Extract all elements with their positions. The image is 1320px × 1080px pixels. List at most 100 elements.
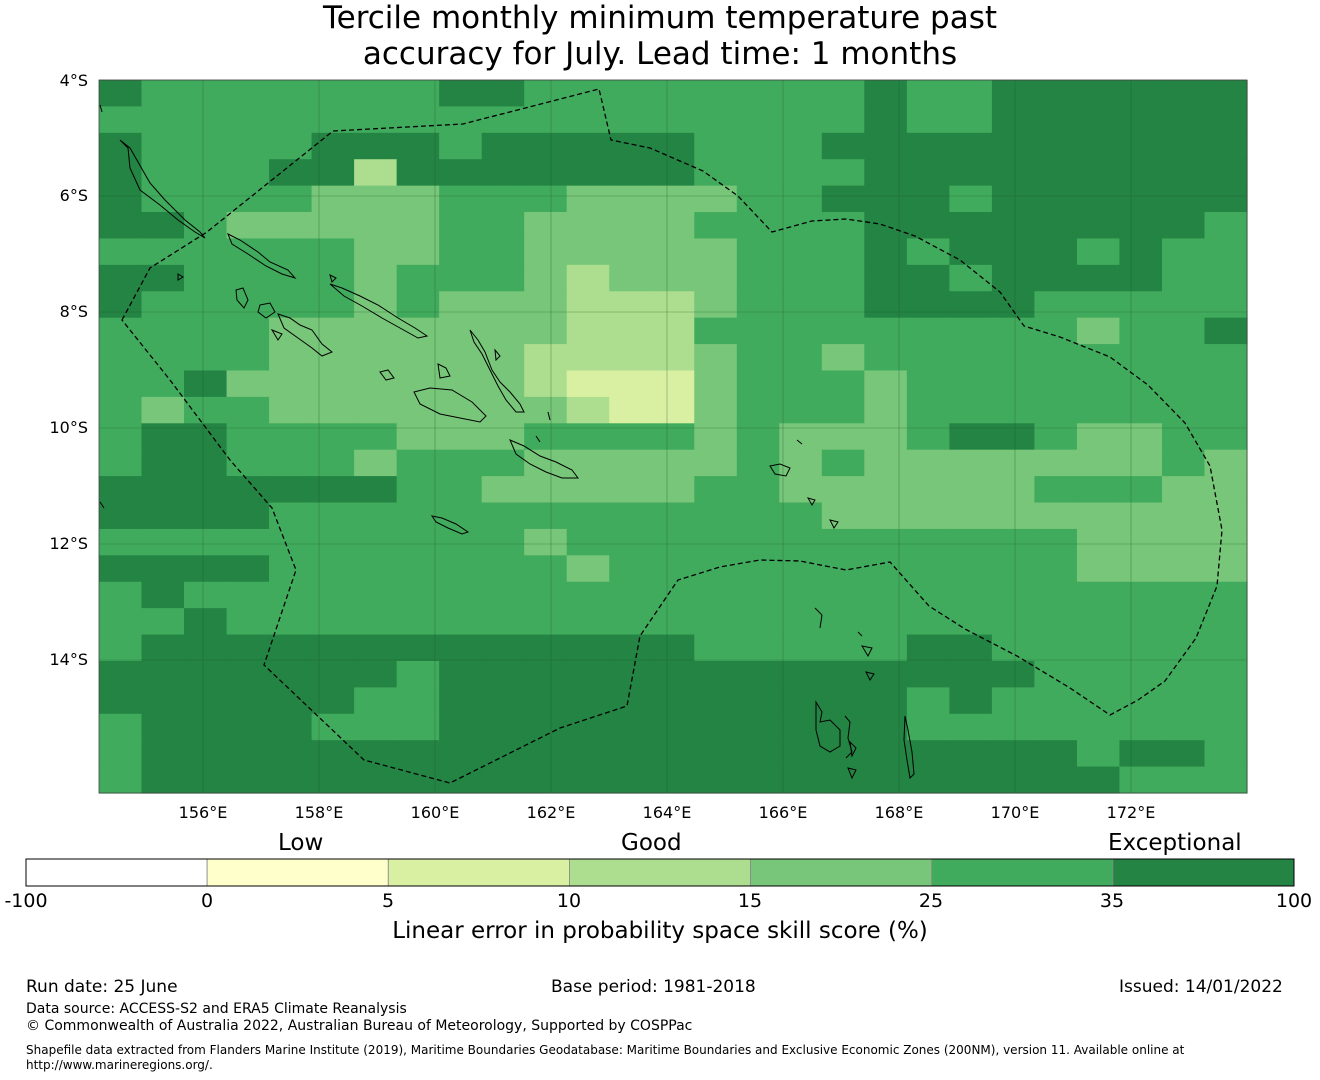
skill-cell: [1119, 264, 1163, 292]
colorbar-segment: [206, 858, 389, 887]
skill-cell: [1119, 344, 1163, 372]
skill-cell: [99, 396, 143, 424]
skill-cell: [609, 608, 653, 636]
skill-cell: [864, 80, 908, 108]
skill-cell: [609, 212, 653, 240]
skill-cell: [439, 264, 483, 292]
skill-cell: [1076, 106, 1121, 134]
lon-label-166e: 166°E: [758, 803, 808, 822]
skill-cell: [1034, 106, 1078, 134]
skill-cell: [99, 264, 143, 292]
skill-cell: [1034, 317, 1078, 345]
skill-cell: [141, 80, 185, 108]
map-title-line-1: Tercile monthly minimum temperature past: [322, 0, 998, 36]
skill-cell: [99, 344, 143, 372]
skill-cell: [1076, 581, 1121, 609]
skill-cell: [949, 423, 993, 451]
skill-cell: [184, 502, 228, 530]
skill-cell: [141, 713, 185, 741]
skill-cell: [141, 291, 185, 319]
skill-cell: [1161, 212, 1206, 240]
skill-cell: [1119, 634, 1163, 662]
skill-cell: [99, 502, 143, 530]
skill-cell: [99, 555, 143, 583]
skill-cell: [1076, 396, 1121, 424]
colorbar-tick: 100: [1275, 890, 1313, 912]
skill-cell: [269, 106, 313, 134]
skill-cell: [1034, 80, 1078, 108]
skill-cell: [141, 687, 185, 715]
skill-cell: [651, 608, 695, 636]
skill-cell: [1204, 238, 1248, 266]
skill-cell: [1034, 370, 1078, 398]
skill-cell: [226, 634, 270, 662]
skill-cell: [141, 344, 185, 372]
skill-cell: [226, 159, 270, 187]
skill-cell: [779, 449, 823, 477]
skill-cell: [651, 528, 695, 556]
skill-cell: [609, 423, 653, 451]
data-source: Data source: ACCESS-S2 and ERA5 Climate …: [26, 1001, 407, 1017]
skill-cell: [439, 159, 483, 187]
skill-cell: [821, 766, 865, 794]
skill-cell: [991, 449, 1036, 477]
skill-cell: [566, 502, 610, 530]
skill-cell: [354, 608, 398, 636]
colorbar-segment: [1112, 858, 1295, 887]
skill-cell: [141, 766, 185, 794]
skill-cell: [991, 212, 1036, 240]
skill-cell: [694, 291, 738, 319]
skill-cell: [1161, 159, 1206, 187]
map-title-line-2: accuracy for July. Lead time: 1 months: [362, 36, 958, 72]
skill-cell: [184, 476, 228, 504]
skill-cell: [99, 476, 143, 504]
skill-cell: [1204, 581, 1248, 609]
skill-cell: [694, 132, 738, 160]
skill-cell: [269, 80, 313, 108]
skill-cell: [439, 660, 483, 688]
skill-cell: [1119, 317, 1163, 345]
skill-cell: [991, 502, 1036, 530]
skill-cell: [141, 740, 185, 768]
skill-cell: [311, 713, 355, 741]
skill-cell: [311, 106, 355, 134]
skill-cell: [821, 713, 865, 741]
skill-cell: [439, 423, 483, 451]
skill-cell: [439, 317, 483, 345]
skill-cell: [481, 713, 525, 741]
skill-cell: [269, 264, 313, 292]
skill-cell: [184, 740, 228, 768]
skill-cell: [524, 528, 568, 556]
skill-cell: [1161, 476, 1206, 504]
shapefile-credit-line-1: Shapefile data extracted from Flanders M…: [26, 1043, 1185, 1057]
skill-cell: [141, 660, 185, 688]
skill-cell: [1119, 660, 1163, 688]
skill-cell: [524, 185, 568, 213]
skill-cell: [311, 423, 355, 451]
skill-cell: [1204, 185, 1248, 213]
skill-cell: [354, 396, 398, 424]
skill-cell: [1034, 291, 1078, 319]
skill-cell: [949, 766, 993, 794]
skill-cell: [566, 449, 610, 477]
skill-cell: [694, 449, 738, 477]
skill-cell: [864, 212, 908, 240]
colorbar-segment: [25, 858, 208, 887]
skill-cell: [566, 713, 610, 741]
skill-cell: [821, 344, 865, 372]
skill-cell: [396, 634, 440, 662]
skill-cell: [1076, 132, 1121, 160]
skill-cell: [779, 581, 823, 609]
skill-cell: [651, 502, 695, 530]
skill-cell: [481, 396, 525, 424]
skill-cell: [141, 396, 185, 424]
skill-cell: [566, 185, 610, 213]
skill-cell: [439, 106, 483, 134]
skill-cell: [694, 344, 738, 372]
skill-cell: [481, 528, 525, 556]
skill-cell: [524, 159, 568, 187]
skill-cell: [184, 264, 228, 292]
skill-cell: [226, 713, 270, 741]
skill-cell: [864, 581, 908, 609]
skill-cell: [1204, 713, 1248, 741]
